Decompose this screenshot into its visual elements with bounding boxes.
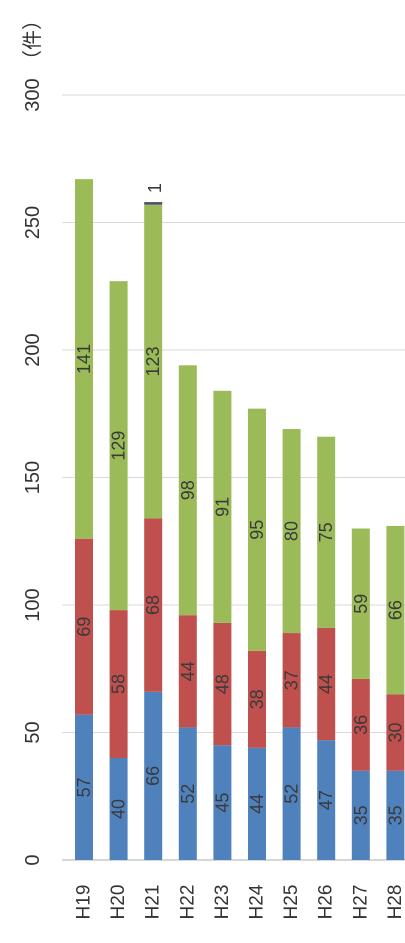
value-tick-label: 250 (22, 206, 44, 239)
bar-segment (178, 365, 197, 616)
bar-segment (248, 408, 266, 651)
data-label: 80 (282, 521, 302, 541)
bar-segment (178, 727, 197, 860)
bar-segment (213, 390, 232, 623)
category-label: H21 (143, 885, 164, 920)
value-tick-label: 300 (22, 78, 44, 111)
bar-segment (144, 518, 163, 692)
category-label: H20 (108, 885, 129, 920)
data-label: 59 (351, 594, 371, 614)
data-label: 141 (74, 344, 94, 374)
data-label: 58 (109, 674, 129, 694)
data-label: 37 (282, 670, 302, 690)
value-tick-label: 100 (22, 588, 44, 621)
bar-segment (386, 770, 405, 860)
bar-segment (75, 538, 93, 715)
bar-segment (282, 633, 301, 728)
category-label: H23 (212, 885, 233, 920)
bar-segment (317, 436, 336, 628)
data-label: 123 (143, 346, 163, 376)
data-label: 69 (74, 617, 94, 637)
bar-segment (213, 745, 232, 860)
bar-segment (178, 615, 197, 728)
category-label: H26 (316, 885, 337, 920)
data-label: 52 (178, 784, 198, 804)
value-tick-label: 150 (22, 461, 44, 494)
bar-segment (109, 281, 128, 611)
category-label: H19 (74, 885, 95, 920)
data-label: 66 (385, 600, 405, 620)
value-tick-label: 0 (22, 854, 44, 865)
data-label: 52 (282, 784, 302, 804)
data-label: 44 (178, 661, 198, 681)
bar-segment (351, 678, 370, 771)
bar-segment (351, 528, 370, 679)
data-label: 44 (316, 674, 336, 694)
bar-segment (75, 179, 93, 539)
data-label: 1 (145, 183, 165, 193)
category-label: H27 (350, 885, 371, 920)
bar-segment (282, 727, 301, 860)
bar-segment (144, 691, 163, 860)
unit-label: （件） (21, 10, 44, 70)
bar-segment (248, 650, 266, 748)
bar-segment (386, 525, 405, 695)
data-label: 35 (385, 805, 405, 825)
data-label: 48 (212, 674, 232, 694)
data-label: 95 (247, 520, 267, 540)
category-label: H24 (247, 884, 268, 919)
data-label: 36 (351, 715, 371, 735)
bar-segment (248, 747, 266, 860)
data-label: 129 (109, 431, 129, 461)
bar-segment (75, 714, 93, 860)
data-label: 66 (143, 766, 163, 786)
bar-segment (386, 694, 405, 771)
data-label: 38 (247, 689, 267, 709)
bar-segment (144, 202, 163, 205)
data-label: 40 (109, 799, 129, 819)
data-label: 44 (247, 794, 267, 814)
bar-segment (317, 627, 336, 741)
bar-segment (213, 622, 232, 746)
category-label: H22 (177, 885, 198, 920)
data-label: 45 (212, 793, 232, 813)
data-label: 75 (316, 522, 336, 542)
data-label: 47 (316, 790, 336, 810)
bar-segment (109, 610, 128, 758)
bar-segment (351, 770, 370, 860)
value-tick-label: 200 (22, 333, 44, 366)
value-tick-label: 50 (22, 721, 44, 743)
category-label: H25 (281, 885, 302, 920)
data-label: 68 (143, 595, 163, 615)
data-label: 57 (74, 777, 94, 797)
bar-segment (282, 429, 301, 634)
data-label: 98 (178, 480, 198, 500)
bar-segment (317, 740, 336, 860)
bar-segment (109, 758, 128, 860)
data-label: 30 (385, 722, 405, 742)
data-label: 35 (351, 805, 371, 825)
bar-segment (144, 204, 163, 519)
category-label: H28 (385, 885, 405, 920)
data-label: 91 (212, 497, 232, 517)
